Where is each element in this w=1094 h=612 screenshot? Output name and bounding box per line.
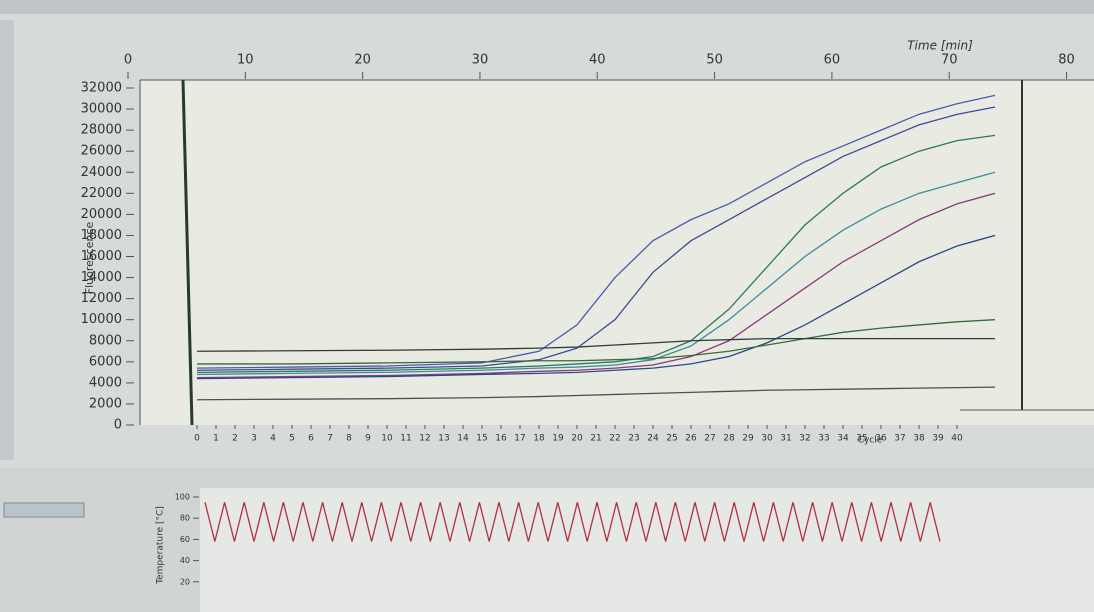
amplification-curve [196, 337, 995, 352]
y-tick-label: 16000 [81, 249, 122, 264]
x-tick-label: 4 [270, 434, 276, 444]
x-tick-label: 19 [552, 434, 564, 444]
x-tick-label: 27 [704, 434, 715, 444]
amplification-curve [196, 106, 996, 371]
x2-tick-label: 70 [941, 53, 958, 68]
y-tick-label: 2000 [89, 396, 122, 411]
x-tick-label: 36 [875, 434, 887, 444]
temperature-plot-area [200, 488, 1094, 612]
y-tick-label: 60 [180, 535, 190, 544]
amplification-curve [196, 192, 996, 379]
x-tick-label: 6 [308, 434, 314, 444]
x-tick-label: 9 [365, 434, 371, 444]
x2-tick-label: 80 [1058, 53, 1075, 68]
y-tick-label: 18000 [81, 228, 122, 243]
y-tick-label: 40 [180, 556, 190, 565]
x2-tick-label: 60 [824, 53, 841, 68]
y-tick-label: 28000 [81, 123, 122, 138]
button-group[interactable] [3, 502, 85, 518]
x-tick-label: 7 [327, 434, 333, 444]
x-tick-label: 34 [837, 434, 849, 444]
x2-tick-label: 10 [237, 53, 254, 68]
x-tick-label: 38 [913, 434, 925, 444]
x-tick-label: 11 [400, 434, 411, 444]
sidebar [0, 20, 14, 460]
y-tick-label: 22000 [81, 186, 122, 201]
x-tick-label: 33 [818, 434, 829, 444]
y-tick-label: 100 [175, 493, 190, 502]
toolbar [0, 0, 1094, 14]
y-tick-label: 12000 [81, 291, 122, 306]
y-tick-label: 14000 [81, 270, 122, 285]
x-tick-label: 5 [289, 434, 295, 444]
x2-tick-label: 0 [124, 53, 132, 68]
x-tick-label: 30 [761, 434, 773, 444]
y-tick-label: 24000 [81, 165, 122, 180]
y-tick-label: 30000 [81, 102, 122, 117]
y-tick-label: 80 [180, 514, 190, 523]
x-tick-label: 16 [495, 434, 507, 444]
x-tick-label: 18 [533, 434, 545, 444]
x-tick-label: 23 [628, 434, 639, 444]
y-axis-label: Fluorescence [83, 222, 96, 295]
x-tick-label: 3 [251, 434, 257, 444]
x2-tick-label: 50 [706, 53, 723, 68]
x-tick-label: 37 [894, 434, 905, 444]
x-tick-label: 14 [457, 434, 469, 444]
y-tick-label: 20000 [81, 207, 122, 222]
y-tick-label: 4000 [89, 375, 122, 390]
x-tick-label: 29 [742, 434, 754, 444]
y-axis-label: Temperature [°C] [156, 506, 166, 585]
x-tick-label: 2 [232, 434, 238, 444]
amplification-curve [196, 94, 996, 369]
x-tick-label: 24 [647, 434, 659, 444]
x-tick-label: 22 [609, 434, 620, 444]
y-tick-label: 0 [114, 418, 122, 433]
y-tick-label: 6000 [89, 354, 122, 369]
x-axis-label: Cycle [858, 436, 883, 446]
x-tick-label: 35 [856, 434, 867, 444]
amplification-curve [197, 319, 996, 365]
x2-axis-label: Time [min] [907, 39, 973, 53]
x-tick-label: 26 [685, 434, 697, 444]
x2-tick-label: 20 [354, 53, 371, 68]
x-tick-label: 1 [213, 434, 219, 444]
x-tick-label: 25 [666, 434, 677, 444]
x2-tick-label: 30 [472, 53, 489, 68]
x-tick-label: 40 [951, 434, 963, 444]
y-tick-label: 26000 [81, 144, 122, 159]
x-tick-label: 0 [194, 434, 200, 444]
x-tick-label: 39 [932, 434, 944, 444]
x-tick-label: 31 [780, 434, 791, 444]
x-tick-label: 21 [590, 434, 601, 444]
x-tick-label: 15 [476, 434, 487, 444]
x-tick-label: 17 [514, 434, 525, 444]
amplification-curve [196, 171, 996, 376]
x-tick-label: 32 [799, 434, 810, 444]
x-tick-label: 13 [438, 434, 449, 444]
amplification-curve [196, 386, 996, 401]
x-tick-label: 20 [571, 434, 583, 444]
y-tick-label: 8000 [89, 333, 122, 348]
temperature-trace [204, 502, 941, 542]
x-tick-label: 10 [381, 434, 393, 444]
amplification-curve [196, 234, 996, 380]
x-tick-label: 28 [723, 434, 735, 444]
x2-tick-label: 40 [589, 53, 606, 68]
x-tick-label: 8 [346, 434, 352, 444]
y-tick-label: 10000 [81, 312, 122, 327]
frame [181, 79, 194, 426]
x-tick-label: 12 [419, 434, 430, 444]
y-tick-label: 20 [180, 577, 190, 586]
y-tick-label: 32000 [81, 81, 122, 96]
